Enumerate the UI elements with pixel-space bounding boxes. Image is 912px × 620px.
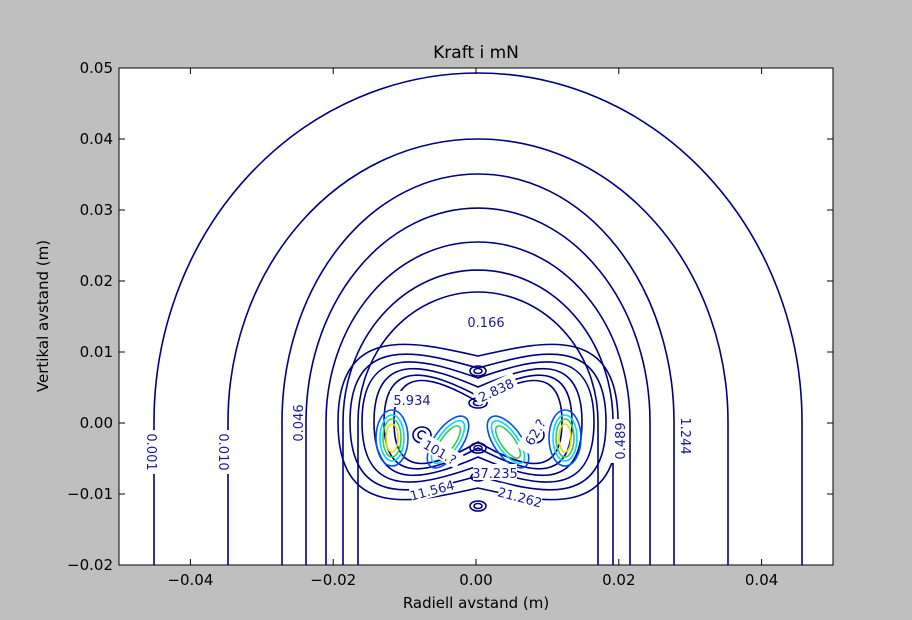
contour-inner: [552, 414, 578, 462]
contour-loop: [469, 365, 487, 377]
contour-label: 0.001: [143, 433, 158, 470]
contour-inner: [548, 409, 582, 467]
contour-label: 0.010: [215, 433, 230, 470]
y-tick-label: −0.01: [67, 485, 113, 503]
x-tick-label: −0.02: [310, 571, 356, 589]
contour-label-bg: [289, 401, 305, 445]
contour-line: [383, 374, 573, 470]
contour-label: 0.046: [292, 404, 307, 441]
contour-label-bg: [611, 419, 627, 463]
y-tick-label: 0.01: [80, 343, 113, 361]
contour-label-bg: [408, 475, 456, 503]
contour-label: 0.489: [614, 422, 629, 459]
contour-inner: [430, 419, 466, 465]
contour-loop-inner: [473, 367, 483, 375]
contour-line: [325, 241, 631, 565]
y-tick-label: 0.05: [80, 59, 113, 77]
contour-label-bg: [217, 430, 233, 474]
contour-line: [281, 173, 675, 565]
contour-line: [357, 291, 599, 565]
chart-title: Kraft i mN: [433, 43, 519, 63]
y-axis: −0.02 −0.01 0.00 0.01 0.02 0.03 0.04 0.05: [67, 59, 833, 574]
contour-line: [153, 72, 803, 565]
contour-label: 5.934: [393, 394, 430, 409]
contour-line: [373, 367, 583, 477]
y-tick-label: 0.00: [80, 414, 113, 432]
y-axis-title: Vertikal avstand (m): [34, 240, 52, 392]
contour-inner: [379, 414, 405, 462]
contour-inner: [558, 423, 572, 453]
contour-line: [342, 269, 614, 565]
y-tick-label: 0.03: [80, 201, 113, 219]
contour-inner: [426, 415, 470, 469]
y-tick-label: 0.02: [80, 272, 113, 290]
contour-label-bg: [473, 464, 517, 480]
contour-inner: [494, 425, 522, 459]
contour-inner: [490, 419, 526, 465]
contour-label-bg: [472, 372, 519, 406]
x-tick-label: 0.00: [459, 571, 492, 589]
x-tick-label: 0.04: [745, 571, 778, 589]
y-tick-label: 0.04: [80, 130, 113, 148]
contour-inner: [486, 415, 530, 469]
contour-label: 0.166: [467, 316, 504, 331]
contour-inner: [555, 418, 575, 458]
contour-label-bg: [417, 433, 464, 470]
x-axis: −0.04 −0.02 0.00 0.02 0.04: [167, 68, 778, 589]
contour-line: [305, 207, 651, 565]
contour-label-bg: [679, 414, 695, 458]
contour-label-bg: [390, 391, 434, 407]
contour-line: [227, 138, 729, 565]
x-tick-label: −0.04: [167, 571, 213, 589]
contour-label-bg: [516, 408, 553, 455]
contour-label-bg: [145, 430, 161, 474]
contour-loop-inner: [473, 502, 483, 510]
contour-loop: [469, 442, 487, 454]
contour-inner: [382, 418, 402, 458]
contour-line: [361, 361, 595, 483]
contour-label-bg: [464, 313, 508, 329]
y-tick-label: −0.02: [67, 556, 113, 574]
contour-inner: [385, 423, 399, 453]
contour-loop: [469, 500, 487, 512]
x-axis-title: Radiell avstand (m): [403, 594, 549, 612]
x-tick-label: 0.02: [602, 571, 635, 589]
contour-label: 37.235: [472, 467, 518, 482]
contour-label-bg: [496, 482, 544, 510]
contour-label: 1.244: [677, 417, 692, 454]
contour-inner: [375, 409, 409, 467]
contour-loop-inner: [473, 444, 483, 452]
